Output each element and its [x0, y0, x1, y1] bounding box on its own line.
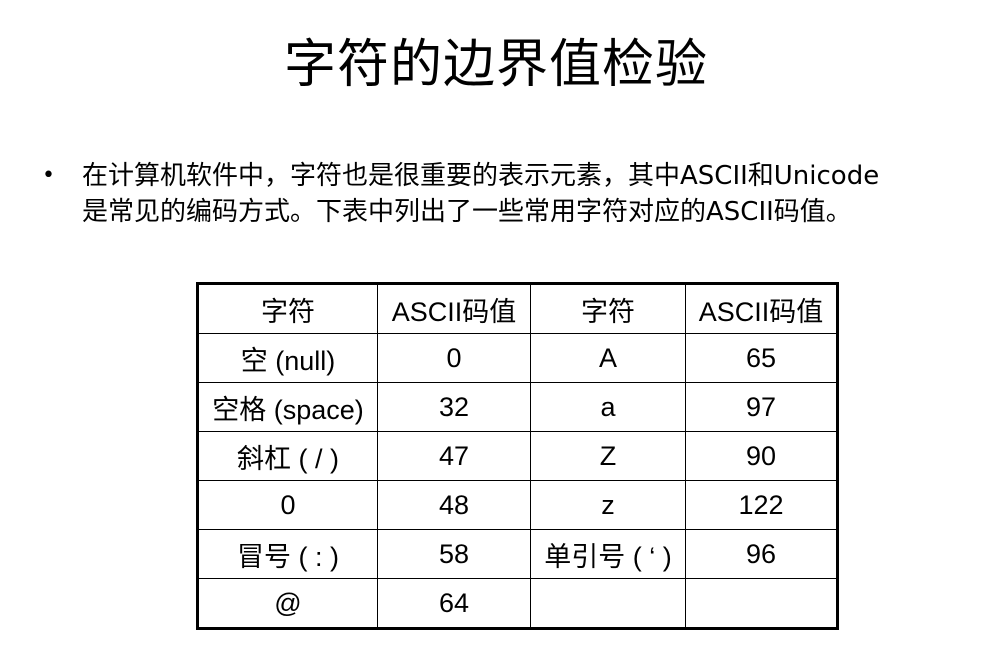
bullet-marker: • [42, 163, 55, 188]
header-cell: 字符 [530, 283, 686, 334]
table-cell: A [530, 333, 686, 383]
ascii-table: 字符 ASCII码值 字符 ASCII码值 空 (null) 0 A 65 空格… [196, 282, 839, 630]
table-cell: 96 [685, 529, 838, 579]
table-cell: 122 [685, 480, 838, 530]
table-cell: 90 [685, 431, 838, 481]
table-cell: 48 [377, 480, 531, 530]
ascii-table-container: 字符 ASCII码值 字符 ASCII码值 空 (null) 0 A 65 空格… [196, 282, 839, 630]
page-title: 字符的边界值检验 [283, 35, 708, 95]
table-row: 0 48 z 122 [197, 480, 838, 530]
table-cell: z [530, 480, 686, 530]
bullet-text: 在计算机软件中，字符也是很重要的表示元素，其中ASCII和Unicode 是常见… [82, 158, 972, 230]
table-cell [530, 578, 686, 629]
table-row: 冒号 ( : ) 58 单引号 ( ‘ ) 96 [197, 529, 838, 579]
table-cell: 空 (null) [197, 333, 378, 383]
table-cell: 97 [685, 382, 838, 432]
table-row: @ 64 [197, 578, 838, 629]
header-cell: 字符 [197, 283, 378, 334]
table-cell: 0 [377, 333, 531, 383]
header-cell: ASCII码值 [685, 283, 838, 334]
table-cell: 斜杠 ( / ) [197, 431, 378, 481]
table-row: 空 (null) 0 A 65 [197, 333, 838, 383]
header-cell: ASCII码值 [377, 283, 531, 334]
table-cell: 47 [377, 431, 531, 481]
table-cell [685, 578, 838, 629]
table-cell: Z [530, 431, 686, 481]
table-cell: 冒号 ( : ) [197, 529, 378, 579]
bullet-line-1: 在计算机软件中，字符也是很重要的表示元素，其中ASCII和Unicode [82, 161, 880, 191]
table-cell: 空格 (space) [197, 382, 378, 432]
table-row: 斜杠 ( / ) 47 Z 90 [197, 431, 838, 481]
table-row: 空格 (space) 32 a 97 [197, 382, 838, 432]
table-cell: 0 [197, 480, 378, 530]
table-cell: @ [197, 578, 378, 629]
table-cell: 65 [685, 333, 838, 383]
table-cell: a [530, 382, 686, 432]
bullet-line-2: 是常见的编码方式。下表中列出了一些常用字符对应的ASCII码值。 [82, 197, 852, 227]
table-cell: 64 [377, 578, 531, 629]
table-cell: 32 [377, 382, 531, 432]
table-cell: 58 [377, 529, 531, 579]
table-cell: 单引号 ( ‘ ) [530, 529, 686, 579]
table-header-row: 字符 ASCII码值 字符 ASCII码值 [197, 283, 838, 334]
